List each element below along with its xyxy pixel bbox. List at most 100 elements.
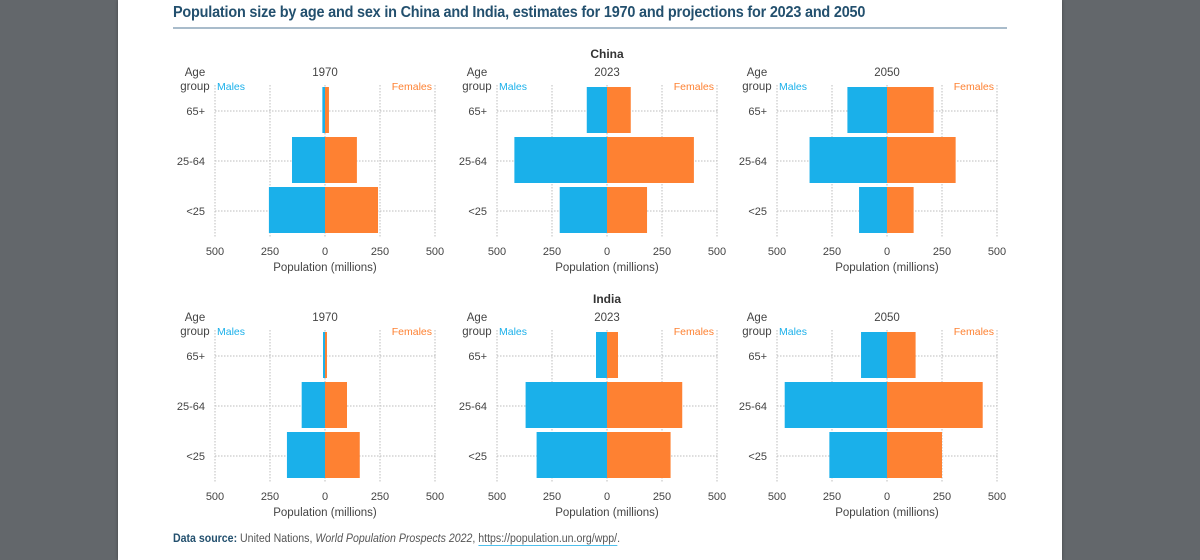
- x-tick-label: 0: [884, 246, 890, 258]
- bar-female-india-1970-65+: [325, 332, 327, 378]
- panel-year-china-2050: 2050: [874, 67, 900, 79]
- x-tick-label: 500: [206, 246, 224, 258]
- bar-female-china-2023-25-64: [607, 137, 694, 183]
- bar-male-china-2050-<25: [859, 187, 887, 233]
- country-heading-china: China: [590, 47, 624, 61]
- source-org: United Nations,: [240, 533, 313, 545]
- y-tick-label: <25: [468, 451, 487, 463]
- bar-female-china-2023-<25: [607, 187, 648, 233]
- y-tick-label: 65+: [748, 106, 767, 118]
- bar-female-china-2050-<25: [887, 187, 914, 233]
- legend-males: Males: [499, 326, 527, 338]
- y-axis-label-group: group: [742, 81, 771, 93]
- y-tick-label: 25-64: [177, 156, 205, 168]
- legend-males: Males: [217, 81, 245, 93]
- bar-male-india-1970-65+: [323, 332, 325, 378]
- x-tick-label: 250: [543, 246, 561, 258]
- bar-female-india-2023-<25: [607, 432, 671, 478]
- x-axis-label: Population (millions): [835, 507, 939, 519]
- pyramid-charts: 500 250 0 250 500 65+ 25-64 <25 Age group 1970 Male…: [177, 67, 1006, 519]
- bar-female-india-2023-65+: [607, 332, 618, 378]
- bar-male-china-2023-25-64: [514, 137, 607, 183]
- bar-female-india-2050-<25: [887, 432, 942, 478]
- y-tick-label: 65+: [748, 351, 767, 363]
- bar-male-india-2023-25-64: [525, 382, 607, 428]
- y-tick-label: 25-64: [459, 401, 487, 413]
- source-link[interactable]: https://population.un.org/wpp/: [478, 533, 618, 546]
- y-tick-label: <25: [186, 451, 205, 463]
- legend-females: Females: [954, 81, 994, 93]
- x-tick-label: 250: [653, 246, 671, 258]
- y-axis-label-age: Age: [185, 312, 205, 324]
- bar-male-india-2050-<25: [829, 432, 887, 478]
- source-label: Data source:: [173, 533, 238, 545]
- bar-female-china-1970-<25: [325, 187, 379, 233]
- x-tick-label: 0: [322, 491, 328, 503]
- bar-female-china-2050-65+: [887, 87, 934, 133]
- x-tick-label: 250: [543, 491, 561, 503]
- y-tick-label: <25: [748, 206, 767, 218]
- x-tick-label: 500: [488, 246, 506, 258]
- data-source-note: Data source: United Nations, World Popul…: [173, 533, 621, 546]
- legend-males: Males: [779, 326, 807, 338]
- legend-females: Females: [674, 81, 714, 93]
- x-axis-label: Population (millions): [273, 507, 377, 519]
- y-axis-label-age: Age: [747, 67, 767, 79]
- y-tick-label: 25-64: [459, 156, 487, 168]
- bar-male-china-1970-<25: [268, 187, 325, 233]
- x-tick-label: 500: [768, 491, 786, 503]
- x-tick-label: 500: [988, 246, 1006, 258]
- bar-male-china-1970-25-64: [292, 137, 325, 183]
- legend-females: Females: [954, 326, 994, 338]
- bar-female-china-2050-25-64: [887, 137, 956, 183]
- x-tick-label: 0: [884, 491, 890, 503]
- title-divider: [173, 27, 1007, 29]
- y-tick-label: 65+: [186, 351, 205, 363]
- panel-year-india-2023: 2023: [594, 312, 620, 324]
- y-axis-label-age: Age: [747, 312, 767, 324]
- document-page: Population size by age and sex in China …: [118, 0, 1062, 560]
- bar-female-india-1970-25-64: [325, 382, 347, 428]
- bar-male-india-2050-65+: [861, 332, 887, 378]
- y-tick-label: 25-64: [739, 156, 767, 168]
- panel-year-china-2023: 2023: [594, 67, 620, 79]
- x-tick-label: 500: [768, 246, 786, 258]
- y-axis-label-group: group: [180, 326, 209, 338]
- source-end: .: [617, 533, 621, 545]
- legend-females: Females: [392, 326, 432, 338]
- y-axis-label-group: group: [462, 326, 491, 338]
- bar-male-china-1970-65+: [322, 87, 325, 133]
- country-heading-india: India: [592, 292, 622, 306]
- y-axis-label-group: group: [180, 81, 209, 93]
- y-tick-label: <25: [748, 451, 767, 463]
- x-tick-label: 250: [653, 491, 671, 503]
- x-axis-label: Population (millions): [273, 262, 377, 274]
- bar-female-india-2023-25-64: [607, 382, 683, 428]
- bar-male-india-2023-<25: [536, 432, 607, 478]
- bar-male-china-2050-65+: [847, 87, 887, 133]
- x-tick-label: 250: [261, 491, 279, 503]
- y-tick-label: 25-64: [177, 401, 205, 413]
- y-axis-label-group: group: [462, 81, 491, 93]
- x-tick-label: 250: [371, 246, 389, 258]
- legend-males: Males: [499, 81, 527, 93]
- bar-female-india-2050-25-64: [887, 382, 983, 428]
- bar-male-india-2023-65+: [596, 332, 607, 378]
- x-axis-label: Population (millions): [555, 262, 659, 274]
- source-publication: World Population Prospects 2022: [315, 533, 473, 545]
- panel-year-india-1970: 1970: [312, 312, 338, 324]
- bar-male-china-2023-<25: [559, 187, 607, 233]
- x-tick-label: 0: [322, 246, 328, 258]
- bar-male-india-1970-25-64: [301, 382, 325, 428]
- x-tick-label: 250: [933, 491, 951, 503]
- bar-female-india-2050-65+: [887, 332, 916, 378]
- panel-year-china-1970: 1970: [312, 67, 338, 79]
- x-tick-label: 500: [488, 491, 506, 503]
- source-sep: ,: [472, 533, 476, 545]
- y-tick-label: <25: [186, 206, 205, 218]
- y-tick-label: 65+: [468, 351, 487, 363]
- legend-females: Females: [392, 81, 432, 93]
- figure-title: Population size by age and sex in China …: [173, 4, 866, 21]
- x-tick-label: 500: [988, 491, 1006, 503]
- x-axis-label: Population (millions): [555, 507, 659, 519]
